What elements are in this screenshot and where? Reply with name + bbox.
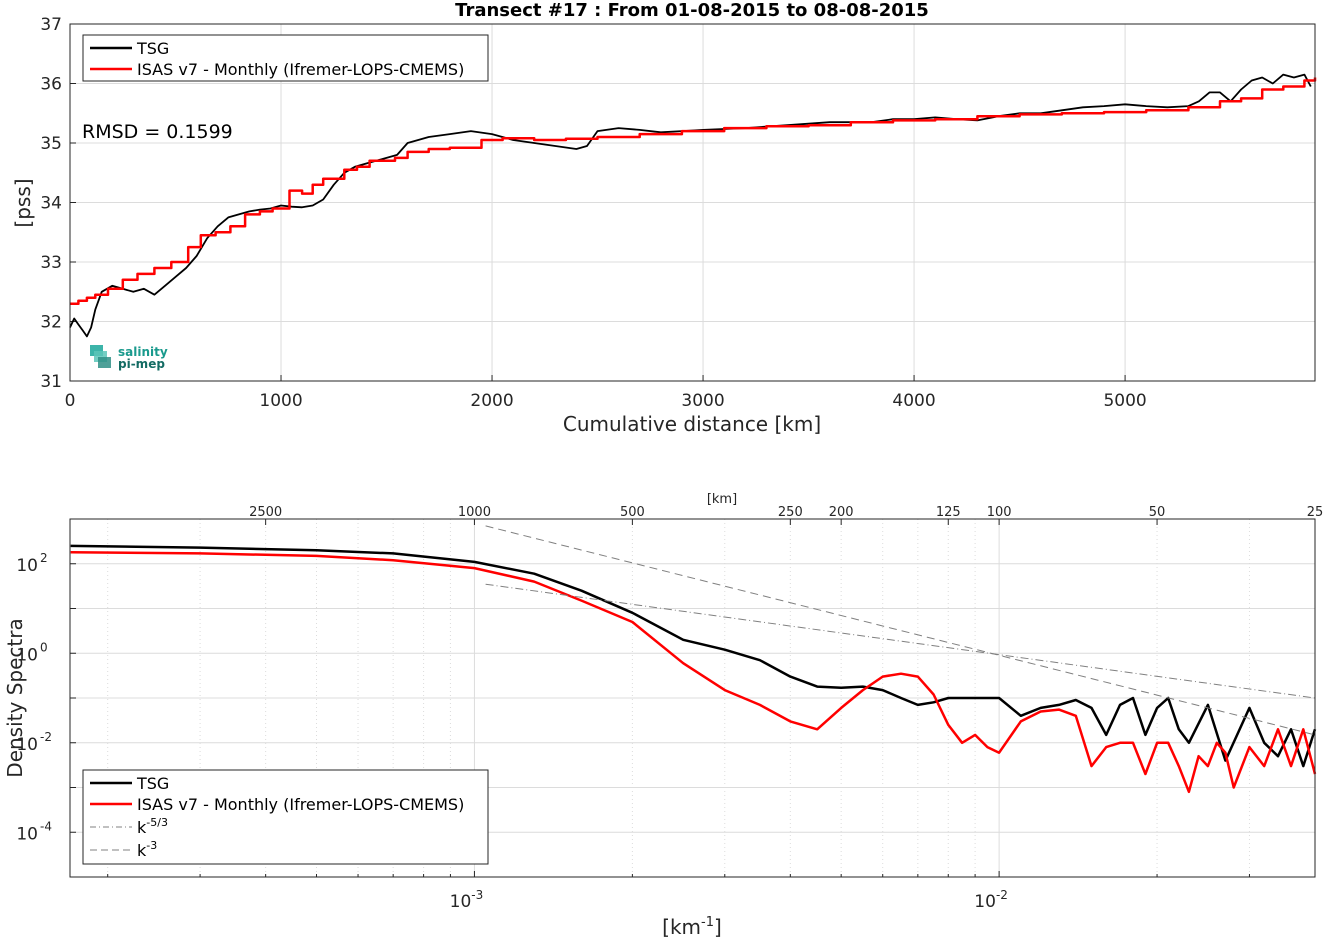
- top-tick-label: 200: [829, 505, 854, 520]
- tick-labels: 0 1000 2000 3000 4000 5000 31 32 33 34 35 36 37: [40, 15, 1146, 411]
- y-tick-label: 10: [16, 556, 38, 576]
- x-tick-label: 4000: [892, 391, 935, 411]
- legend: TSG ISAS v7 - Monthly (Ifremer-LOPS-CMEM…: [82, 34, 489, 82]
- axes-box: [69, 518, 1316, 878]
- top-tick-label: 100: [987, 505, 1012, 520]
- legend-box: [82, 769, 489, 865]
- x-tick-label: 10-3: [450, 888, 484, 912]
- y-axis-label: [pss]: [11, 178, 35, 227]
- grid-lines: [69, 23, 1315, 382]
- x-tick-label: 5000: [1103, 391, 1146, 411]
- y-tick-label: 34: [40, 194, 62, 214]
- top-tick-label: 125: [936, 505, 961, 520]
- y-tick-label: 32: [40, 313, 62, 333]
- y-tick-label: 33: [40, 253, 62, 273]
- y-tick-exponent: 0: [40, 640, 48, 654]
- top-tick-label: 1000: [458, 505, 491, 520]
- top-tick-label: 2500: [249, 505, 282, 520]
- legend-label-tsg: TSG: [136, 39, 169, 58]
- y-tick-label: 37: [40, 15, 62, 35]
- top-tick-label: 50: [1149, 505, 1166, 520]
- y-tick-label: 31: [40, 372, 62, 392]
- legend-label-tsg: TSG: [136, 774, 169, 793]
- y-tick-label: 10: [16, 735, 38, 755]
- salinity-pi-mep-logo: salinity pi-mep: [90, 345, 172, 371]
- y-axis-label: Density Spectra: [3, 618, 27, 777]
- legend-label-isas: ISAS v7 - Monthly (Ifremer-LOPS-CMEMS): [137, 60, 464, 79]
- reference-line-k53: [485, 583, 1316, 699]
- salinity-transect-chart: Transect #17 : From 01-08-2015 to 08-08-…: [11, 0, 1317, 436]
- x-tick-label: 2000: [470, 391, 513, 411]
- series-lines: [70, 525, 1317, 794]
- logo-block-1: [90, 345, 103, 356]
- legend-label-isas: ISAS v7 - Monthly (Ifremer-LOPS-CMEMS): [137, 795, 464, 814]
- x-tick-label: 10-2: [974, 888, 1008, 912]
- x-axis-label: Cumulative distance [km]: [563, 412, 821, 436]
- top-axis-label: [km]: [707, 492, 737, 507]
- top-tick-label: 500: [620, 505, 645, 520]
- legend-box: [82, 34, 489, 82]
- y-tick-exponent: -2: [40, 730, 52, 744]
- y-tick-exponent: -4: [40, 819, 52, 833]
- logo-text: salinity pi-mep: [118, 345, 172, 371]
- chart-title: Transect #17 : From 01-08-2015 to 08-08-…: [455, 0, 929, 21]
- logo-block-3: [98, 357, 111, 368]
- x-tick-label: 0: [65, 391, 76, 411]
- rmsd-annotation: RMSD = 0.1599: [82, 121, 233, 143]
- top-tick-label: 250: [778, 505, 803, 520]
- x-tick-label: 3000: [681, 391, 724, 411]
- axes-box: [69, 23, 1316, 382]
- series-line-isas: [70, 77, 1317, 305]
- top-tick-label: 25: [1307, 505, 1323, 520]
- legend: TSG ISAS v7 - Monthly (Ifremer-LOPS-CMEM…: [82, 769, 489, 865]
- y-tick-label: 10: [16, 645, 38, 665]
- logo-block-2: [94, 351, 107, 362]
- x-axis-label: [km-1]: [662, 915, 722, 939]
- y-tick-label: 36: [40, 75, 62, 95]
- y-tick-label: 10: [16, 824, 38, 844]
- x-tick-label: 1000: [259, 391, 302, 411]
- series-lines: [69, 73, 1317, 338]
- y-tick-label: 35: [40, 134, 62, 154]
- y-tick-exponent: 2: [40, 551, 48, 565]
- series-line-isas: [70, 551, 1317, 794]
- series-line-tsg: [70, 544, 1317, 768]
